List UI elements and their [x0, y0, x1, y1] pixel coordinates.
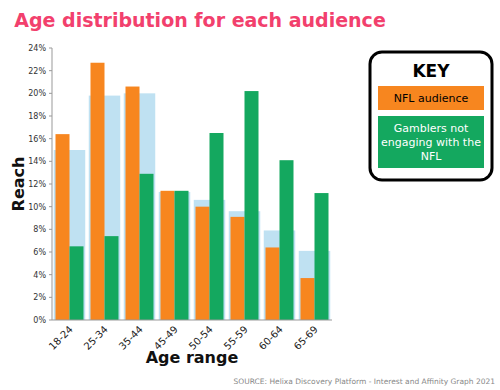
x-tick-label: 25-34 — [82, 324, 110, 352]
legend-label: Gamblers notengaging with theNFL — [381, 122, 481, 163]
x-axis-label: Age range — [146, 348, 239, 367]
y-tick — [49, 48, 52, 49]
legend-label-line: Gamblers not — [394, 122, 469, 135]
bar — [266, 247, 280, 320]
y-tick-label: 16% — [28, 135, 46, 144]
y-axis-label: Reach — [9, 157, 28, 212]
y-tick — [49, 161, 52, 162]
bar — [210, 133, 224, 320]
y-tick — [49, 229, 52, 230]
x-tick-label: 60-64 — [257, 324, 285, 352]
bar — [126, 87, 140, 320]
bar — [105, 236, 119, 320]
bar — [91, 63, 105, 320]
y-tick-label: 24% — [28, 44, 46, 53]
legend-box — [370, 52, 492, 180]
y-tick-label: 18% — [28, 112, 46, 121]
bar — [231, 217, 245, 320]
y-tick — [49, 297, 52, 298]
x-tick-label: 18-24 — [47, 324, 75, 352]
bar — [70, 246, 84, 320]
bar — [196, 207, 210, 320]
chart: Age distribution for each audience 0% 2% 4%… — [0, 0, 500, 390]
y-tick — [49, 252, 52, 253]
y-tick-label: 10% — [28, 203, 46, 212]
bar — [301, 278, 315, 320]
bar — [245, 91, 259, 320]
source: SOURCE: Helixa Discovery Platform - Inte… — [234, 377, 496, 386]
y-tick — [49, 206, 52, 207]
legend-title: KEY — [412, 61, 450, 81]
legend-swatch — [378, 116, 484, 168]
y-tick — [49, 138, 52, 139]
y-tick-label: 22% — [28, 67, 46, 76]
x-axis — [52, 320, 332, 321]
y-tick — [49, 116, 52, 117]
x-tick-label: 35-44 — [117, 324, 145, 352]
x-tick-label: 65-69 — [292, 324, 320, 352]
legend-label-line: NFL — [421, 150, 443, 163]
legend: KEY NFL audience Gamblers notengaging with… — [370, 52, 492, 180]
y-tick-label: 8% — [33, 225, 46, 234]
y-tick-label: 12% — [28, 180, 46, 189]
bar — [140, 174, 154, 320]
bar — [161, 191, 175, 320]
y-tick — [49, 93, 52, 94]
y-tick — [49, 320, 52, 321]
bars — [54, 63, 331, 320]
bar — [280, 160, 294, 320]
legend-label-line: NFL audience — [394, 92, 469, 105]
y-tick — [49, 274, 52, 275]
y-tick-label: 0% — [33, 316, 46, 325]
y-tick-label: 20% — [28, 89, 46, 98]
bar — [315, 193, 329, 320]
bar — [175, 191, 189, 320]
y-tick-label: 2% — [33, 293, 46, 302]
y-tick-label: 14% — [28, 157, 46, 166]
legend-swatch — [378, 86, 484, 110]
y-tick-label: 6% — [33, 248, 46, 257]
y-tick — [49, 70, 52, 71]
title: Age distribution for each audience — [14, 9, 386, 31]
y-tick-label: 4% — [33, 271, 46, 280]
legend-label: NFL audience — [394, 92, 469, 105]
y-tick — [49, 184, 52, 185]
bar — [56, 134, 70, 320]
legend-label-line: engaging with the — [381, 136, 481, 149]
